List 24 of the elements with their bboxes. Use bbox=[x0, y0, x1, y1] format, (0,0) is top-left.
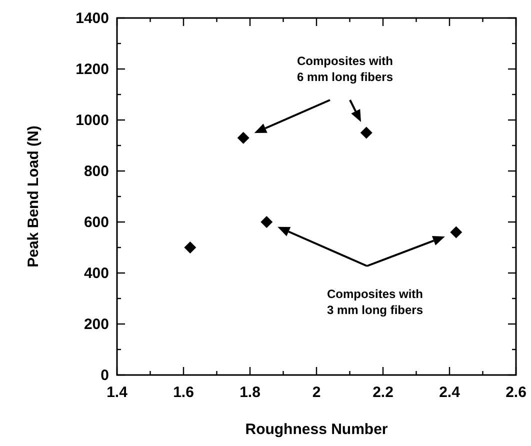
y-axis-title: Peak Bend Load (N) bbox=[25, 126, 42, 268]
y-tick-label: 1000 bbox=[76, 112, 109, 129]
annotation: Composites with 3 mm long fibers bbox=[326, 287, 424, 317]
x-tick-label: 1.4 bbox=[106, 384, 128, 401]
x-tick-label: 1.6 bbox=[173, 384, 194, 401]
point bbox=[260, 216, 273, 228]
y-tick-label: 1400 bbox=[76, 10, 109, 27]
y-tick-label: 400 bbox=[84, 265, 109, 282]
y-tick-label: 0 bbox=[100, 367, 109, 384]
point bbox=[450, 226, 462, 238]
x-tick-label: 2.4 bbox=[439, 384, 461, 401]
y-tick-label: 200 bbox=[84, 316, 109, 333]
annotation: Composites with 6 mm long fibers bbox=[296, 54, 394, 84]
x-tick-label: 2.2 bbox=[372, 384, 394, 401]
y-tick-label: 1200 bbox=[76, 61, 109, 78]
y-tick-label: 600 bbox=[84, 214, 109, 231]
point bbox=[184, 242, 196, 254]
x-tick-label: 1.8 bbox=[240, 384, 260, 401]
y-tick-label: 800 bbox=[84, 163, 109, 180]
x-axis-title: Roughness Number bbox=[245, 421, 388, 438]
point bbox=[360, 126, 372, 139]
x-tick-label: 2.6 bbox=[506, 384, 526, 401]
x-tick-label: 2 bbox=[312, 384, 321, 401]
point bbox=[237, 132, 250, 144]
